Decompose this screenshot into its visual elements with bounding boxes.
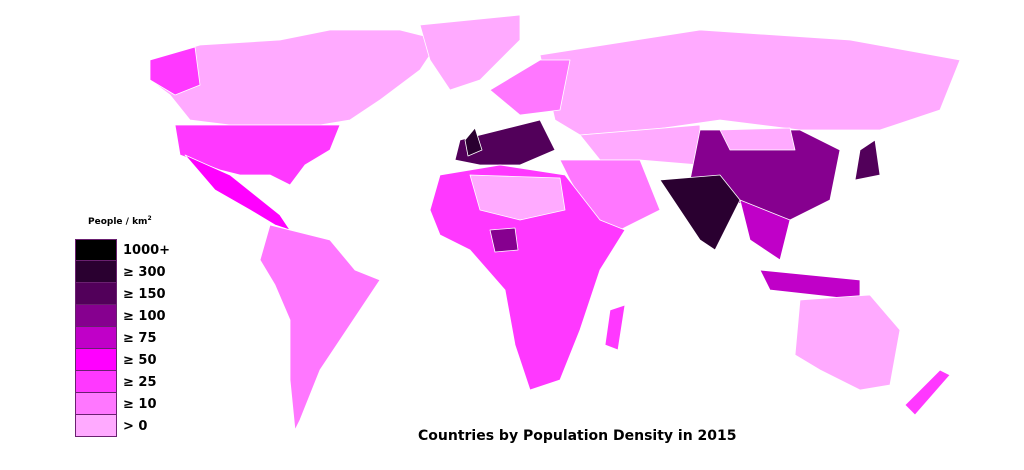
region-uk [464, 127, 483, 157]
region-nigeria [489, 227, 519, 253]
legend-swatch [75, 305, 117, 327]
region-south-america [259, 224, 381, 431]
legend-label: ≥ 150 [123, 286, 166, 302]
legend-item: ≥ 75 [75, 327, 170, 349]
legend-label: ≥ 300 [123, 264, 166, 280]
legend-label: > 0 [123, 418, 148, 434]
region-alaska [149, 46, 201, 96]
legend-swatch [75, 371, 117, 393]
legend-label: ≥ 10 [123, 396, 157, 412]
legend-item: > 0 [75, 415, 170, 437]
region-europe [454, 119, 556, 166]
legend-swatch [75, 261, 117, 283]
region-greenland [419, 14, 521, 91]
region-australia [794, 294, 901, 391]
region-mongolia [719, 127, 796, 151]
legend-item: ≥ 10 [75, 393, 170, 415]
region-japan [854, 139, 881, 181]
legend-swatch [75, 239, 117, 261]
legend-title: People / km2 [88, 215, 170, 227]
legend-title-text: People / km [88, 217, 148, 227]
legend-item: ≥ 100 [75, 305, 170, 327]
legend-item: ≥ 300 [75, 261, 170, 283]
legend-swatch [75, 283, 117, 305]
legend-item: ≥ 25 [75, 371, 170, 393]
region-indonesia [759, 269, 861, 301]
region-canada-alaska [149, 29, 441, 126]
region-russia [539, 29, 961, 136]
legend-swatch [75, 349, 117, 371]
region-india [659, 174, 741, 251]
region-central-asia [579, 124, 701, 166]
region-southeast-asia [739, 199, 791, 261]
legend-swatch [75, 327, 117, 349]
legend-title-superscript: 2 [147, 215, 152, 222]
region-usa [174, 124, 341, 186]
map-title: Countries by Population Density in 2015 [418, 428, 737, 444]
region-new-zealand [904, 369, 951, 416]
region-sahara [469, 174, 566, 221]
region-africa [429, 164, 626, 391]
legend-label: ≥ 50 [123, 352, 157, 368]
legend-swatch [75, 393, 117, 415]
legend-label: ≥ 25 [123, 374, 157, 390]
legend-swatch [75, 415, 117, 437]
legend-label: 1000+ [123, 242, 171, 258]
legend-item: ≥ 150 [75, 283, 170, 305]
legend-label: ≥ 100 [123, 308, 166, 324]
region-scandinavia [489, 59, 571, 116]
legend-label: ≥ 75 [123, 330, 157, 346]
legend: People / km2 1000+ ≥ 300 ≥ 150 ≥ 100 ≥ 75 ≥ 5… [75, 215, 170, 437]
region-madagascar [604, 304, 626, 351]
legend-item: ≥ 50 [75, 349, 170, 371]
legend-item: 1000+ [75, 239, 170, 261]
